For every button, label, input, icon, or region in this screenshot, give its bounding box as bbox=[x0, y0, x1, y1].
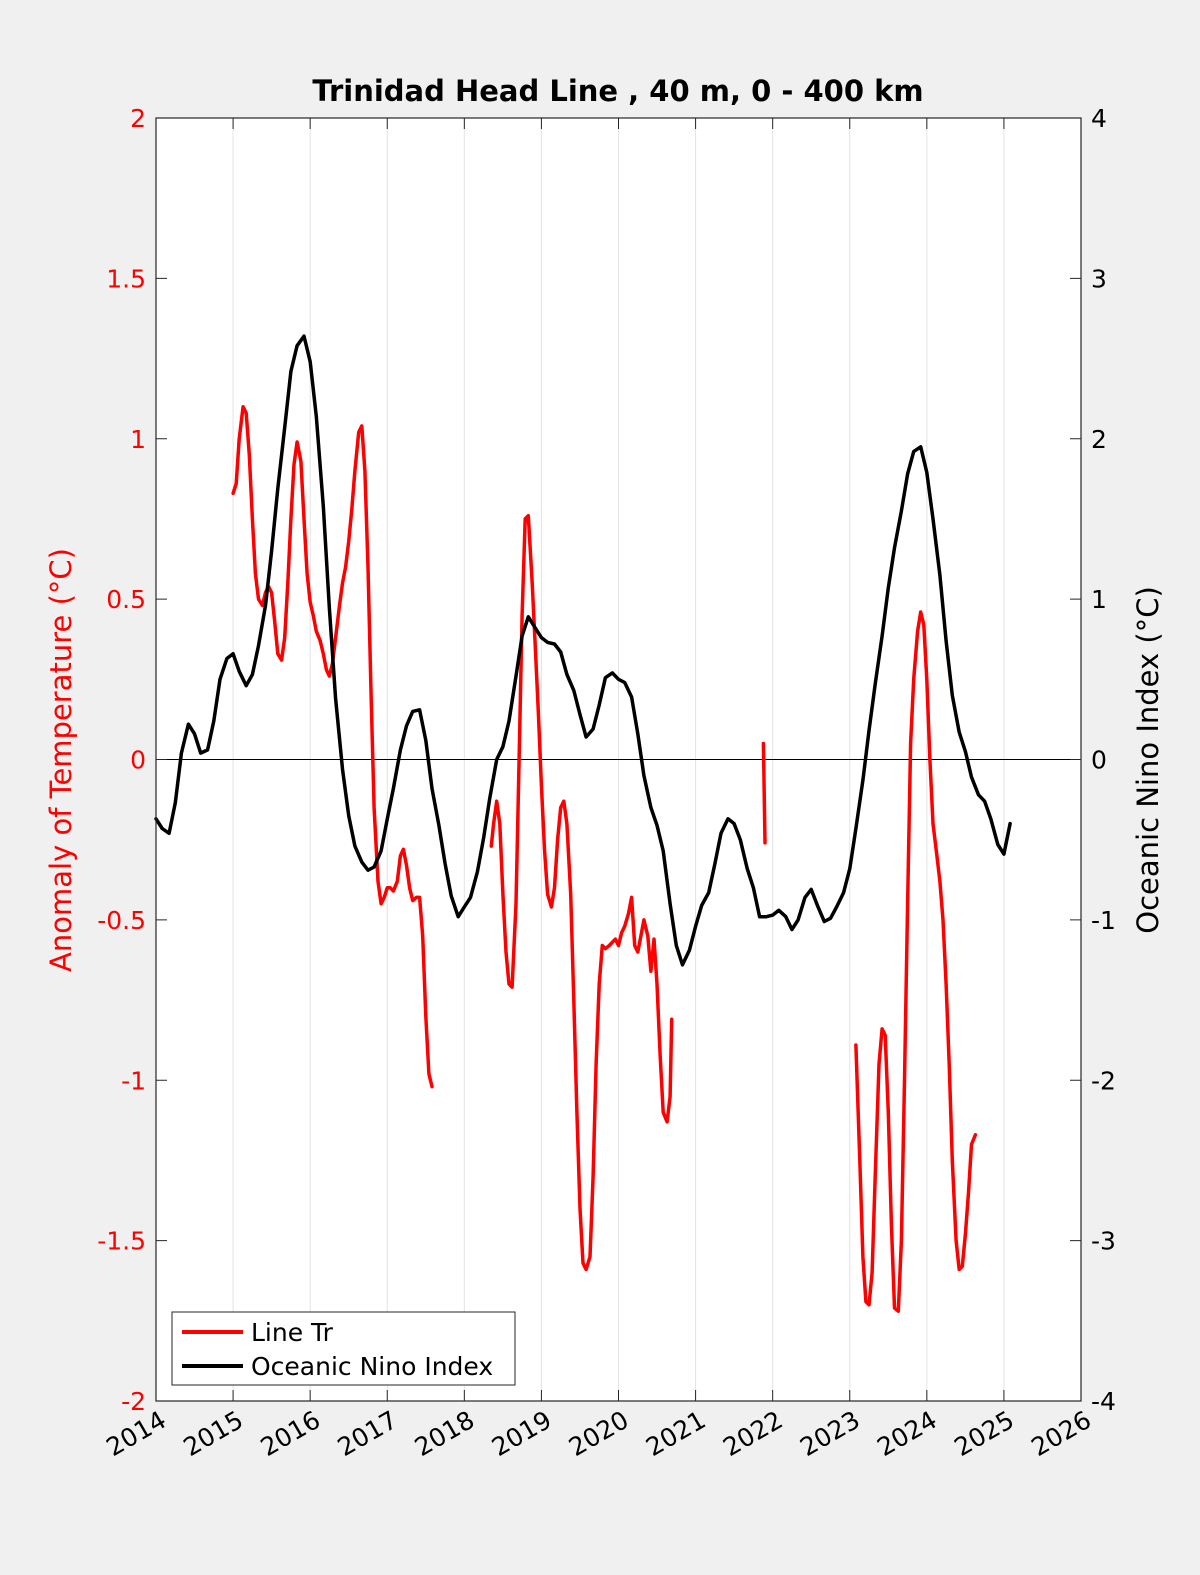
x-tick-label: 2022 bbox=[718, 1405, 788, 1462]
y-axis-label-right: Oceanic Nino Index (°C) bbox=[1131, 586, 1165, 934]
x-tick-label: 2020 bbox=[564, 1405, 634, 1462]
y-tick-label-right: 2 bbox=[1091, 425, 1107, 454]
y-tick-label-left: 1.5 bbox=[106, 264, 146, 293]
legend-label-line-tr: Line Tr bbox=[251, 1318, 334, 1347]
y-tick-label-left: -0.5 bbox=[97, 906, 146, 935]
y-tick-label-left: -1 bbox=[121, 1066, 146, 1095]
series-layer bbox=[154, 334, 1012, 1313]
y-tick-label-right: -3 bbox=[1091, 1227, 1116, 1256]
series-line-tr bbox=[489, 513, 674, 1272]
y-tick-label-right: 0 bbox=[1091, 746, 1107, 775]
y-tick-label-right: 1 bbox=[1091, 585, 1107, 614]
x-tick-label: 2015 bbox=[178, 1405, 248, 1462]
y-tick-label-left: 0.5 bbox=[106, 585, 146, 614]
x-tick-label: 2018 bbox=[410, 1405, 480, 1462]
y-tick-label-left: 0 bbox=[130, 746, 146, 775]
y-tick-label-left: 1 bbox=[130, 425, 146, 454]
x-tick-label: 2023 bbox=[795, 1405, 865, 1462]
axis-ticks bbox=[155, 117, 1082, 1402]
x-tick-label: 2016 bbox=[256, 1405, 326, 1462]
x-tick-label: 2025 bbox=[949, 1405, 1019, 1462]
x-tick-label: 2019 bbox=[487, 1405, 557, 1462]
series-line-tr bbox=[854, 610, 978, 1313]
x-tick-label: 2024 bbox=[872, 1405, 942, 1462]
series-oceanic-nino-index bbox=[154, 334, 1012, 967]
x-tick-label: 2017 bbox=[333, 1405, 403, 1462]
y-tick-label-right: -1 bbox=[1091, 906, 1116, 935]
y-tick-label-left: -2 bbox=[121, 1387, 146, 1416]
y-tick-label-left: -1.5 bbox=[97, 1227, 146, 1256]
legend-box bbox=[171, 1311, 516, 1386]
series-line-tr bbox=[761, 741, 767, 845]
y-tick-label-left: 2 bbox=[130, 104, 146, 133]
x-tick-label: 2026 bbox=[1026, 1405, 1096, 1462]
y-tick-label-right: -4 bbox=[1091, 1387, 1116, 1416]
x-tick-label: 2021 bbox=[641, 1405, 711, 1462]
y-axis-label-left: Anomaly of Temperature (°C) bbox=[44, 548, 78, 972]
chart-title: Trinidad Head Line , 40 m, 0 - 400 km bbox=[312, 74, 923, 108]
y-tick-label-right: -2 bbox=[1091, 1066, 1116, 1095]
y-tick-label-right: 4 bbox=[1091, 104, 1107, 133]
legend: Line Tr Oceanic Nino Index bbox=[171, 1311, 516, 1386]
legend-label-oni: Oceanic Nino Index bbox=[251, 1352, 493, 1381]
y-tick-label-right: 3 bbox=[1091, 264, 1107, 293]
